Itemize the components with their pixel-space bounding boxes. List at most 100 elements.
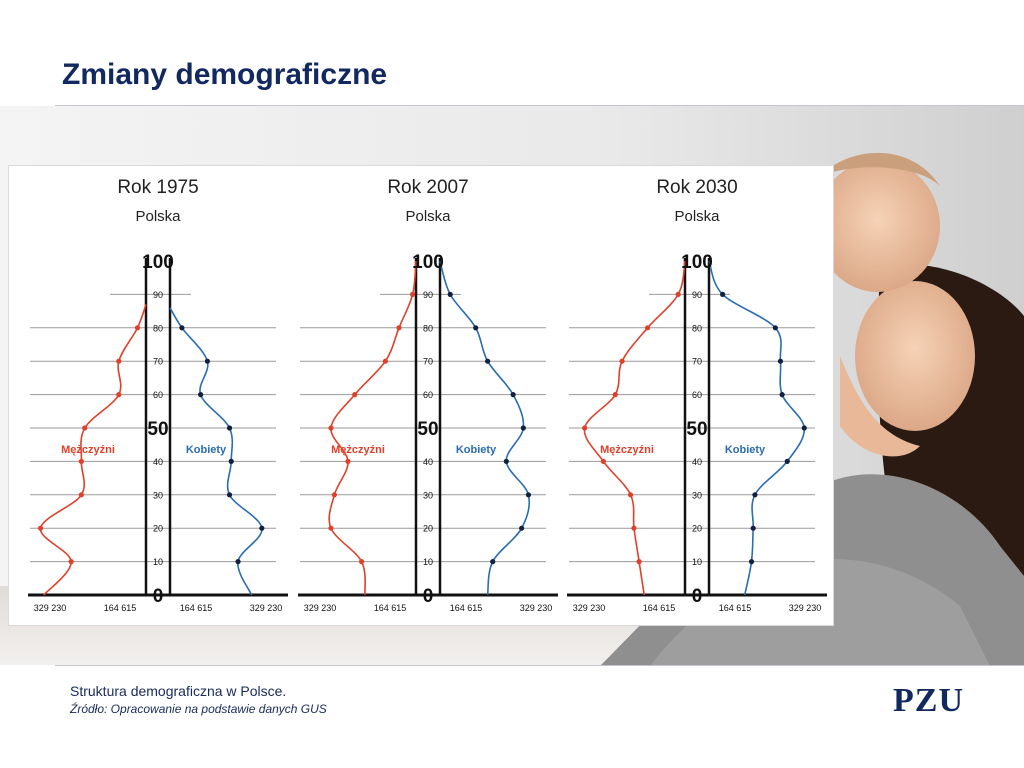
men-data-point — [134, 325, 141, 331]
age-tick-label: 50 — [417, 419, 438, 440]
x-tick-label-men: 329 230 — [34, 603, 67, 613]
age-tick-label: 30 — [153, 490, 163, 500]
women-data-point — [720, 291, 726, 297]
men-data-point — [409, 291, 416, 297]
pzu-logo: PZU — [893, 682, 964, 719]
men-data-point — [627, 492, 634, 498]
men-data-point — [619, 358, 625, 364]
footer-divider — [55, 665, 1024, 666]
age-tick-label: 20 — [423, 524, 433, 534]
men-label: Mężczyźni — [600, 444, 654, 456]
women-data-point — [259, 525, 265, 531]
age-tick-label: 40 — [692, 457, 702, 467]
men-data-point — [582, 425, 588, 431]
age-tick-label: 60 — [692, 390, 702, 400]
women-data-point — [490, 559, 496, 565]
chart-title: Rok 2030 — [656, 177, 737, 198]
men-label: Mężczyźni — [331, 444, 385, 456]
x-tick-label-men: 164 615 — [374, 603, 407, 613]
x-tick-label-men: 329 230 — [573, 603, 606, 613]
men-series-line — [39, 304, 147, 596]
age-tick-label: 100 — [681, 252, 713, 273]
women-data-point — [228, 458, 234, 464]
women-data-point — [748, 559, 755, 565]
men-data-point — [345, 458, 351, 464]
chart-caption: Struktura demograficzna w Polsce. — [70, 683, 287, 699]
women-data-point — [801, 425, 807, 431]
men-data-point — [328, 525, 334, 531]
men-data-point — [116, 358, 122, 364]
age-tick-label: 0 — [153, 586, 164, 607]
women-data-point — [235, 559, 241, 565]
age-tick-label: 70 — [692, 357, 702, 367]
age-tick-label: 10 — [423, 557, 433, 567]
men-data-point — [675, 291, 681, 297]
x-tick-label-women: 329 230 — [250, 603, 283, 613]
women-data-point — [772, 325, 778, 331]
men-data-point — [116, 392, 122, 398]
x-tick-label-men: 164 615 — [643, 603, 676, 613]
women-data-point — [784, 458, 790, 464]
age-tick-label: 60 — [423, 390, 433, 400]
x-tick-label-women: 164 615 — [450, 603, 483, 613]
title-divider — [55, 105, 1024, 106]
men-data-point — [68, 559, 74, 565]
women-data-point — [485, 358, 491, 364]
women-data-point — [204, 358, 211, 364]
age-tick-label: 10 — [153, 557, 163, 567]
women-label: Kobiety — [456, 444, 497, 456]
women-data-point — [752, 492, 758, 498]
age-tick-label: 20 — [153, 524, 163, 534]
age-tick-label: 70 — [153, 357, 163, 367]
age-tick-label: 90 — [423, 290, 433, 300]
women-data-point — [447, 291, 453, 297]
chart-panel: 0 10 20 30 40 50 60 70 80 90 100 Rok 1975 Polska 329 … — [8, 165, 834, 626]
pyramid-rok-2007 — [298, 258, 558, 597]
women-label: Kobiety — [725, 444, 766, 456]
x-tick-label-women: 329 230 — [520, 603, 553, 613]
men-data-point — [358, 559, 365, 565]
men-data-point — [636, 559, 642, 565]
men-data-point — [352, 392, 358, 398]
chart-subtitle: Polska — [674, 208, 720, 225]
age-tick-label: 70 — [423, 357, 433, 367]
age-tick-label: 20 — [692, 524, 702, 534]
women-data-point — [510, 392, 516, 398]
age-tick-label: 80 — [423, 323, 433, 333]
age-tick-label: 30 — [692, 490, 702, 500]
men-data-point — [82, 425, 88, 431]
x-tick-label-men: 164 615 — [104, 603, 137, 613]
age-tick-label: 90 — [692, 290, 702, 300]
men-data-point — [644, 325, 651, 331]
age-tick-label: 40 — [423, 457, 433, 467]
men-data-point — [382, 358, 388, 364]
men-data-point — [612, 392, 618, 398]
men-data-point — [37, 525, 44, 531]
age-tick-label: 50 — [147, 419, 168, 440]
age-tick-label: 40 — [153, 457, 163, 467]
age-tick-label: 80 — [153, 323, 163, 333]
women-data-point — [519, 525, 525, 531]
men-data-point — [78, 492, 84, 498]
women-data-point — [473, 325, 479, 331]
men-data-point — [78, 458, 84, 464]
women-data-point — [226, 425, 233, 431]
men-data-point — [631, 525, 637, 531]
women-data-point — [198, 392, 204, 398]
men-data-point — [600, 458, 606, 464]
women-data-point — [503, 458, 509, 464]
women-label: Kobiety — [186, 444, 227, 456]
age-tick-label: 100 — [412, 252, 444, 273]
women-data-point — [779, 392, 785, 398]
x-tick-label-women: 329 230 — [789, 603, 822, 613]
men-data-point — [331, 492, 337, 498]
women-series-line — [169, 307, 263, 596]
age-tick-label: 80 — [692, 323, 702, 333]
women-data-point — [179, 325, 185, 331]
chart-title: Rok 1975 — [117, 177, 198, 198]
men-data-point — [328, 425, 334, 431]
age-tick-label: 50 — [686, 419, 707, 440]
age-tick-label: 0 — [423, 586, 434, 607]
pyramid-rok-2030 — [567, 258, 827, 597]
